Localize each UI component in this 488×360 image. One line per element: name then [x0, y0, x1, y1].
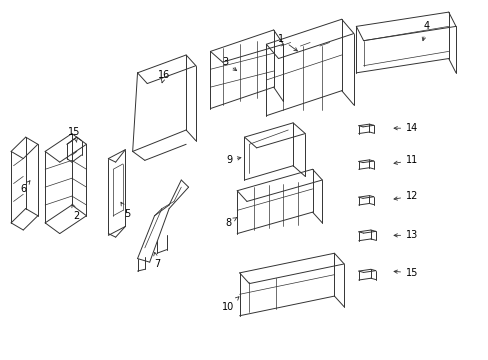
Text: 6: 6: [20, 181, 30, 194]
Text: 15: 15: [68, 127, 81, 142]
Text: 10: 10: [222, 297, 239, 312]
Text: 9: 9: [225, 156, 241, 165]
Text: 11: 11: [393, 156, 418, 165]
Text: 4: 4: [421, 21, 429, 41]
Text: 12: 12: [393, 191, 418, 201]
Text: 2: 2: [72, 204, 80, 221]
Text: 16: 16: [158, 69, 170, 83]
Text: 3: 3: [222, 57, 236, 71]
Text: 1: 1: [277, 34, 297, 51]
Text: 13: 13: [393, 230, 418, 240]
Text: 14: 14: [393, 123, 418, 133]
Text: 8: 8: [225, 217, 236, 228]
Text: 5: 5: [121, 202, 131, 219]
Text: 15: 15: [393, 268, 418, 278]
Text: 7: 7: [153, 252, 160, 269]
